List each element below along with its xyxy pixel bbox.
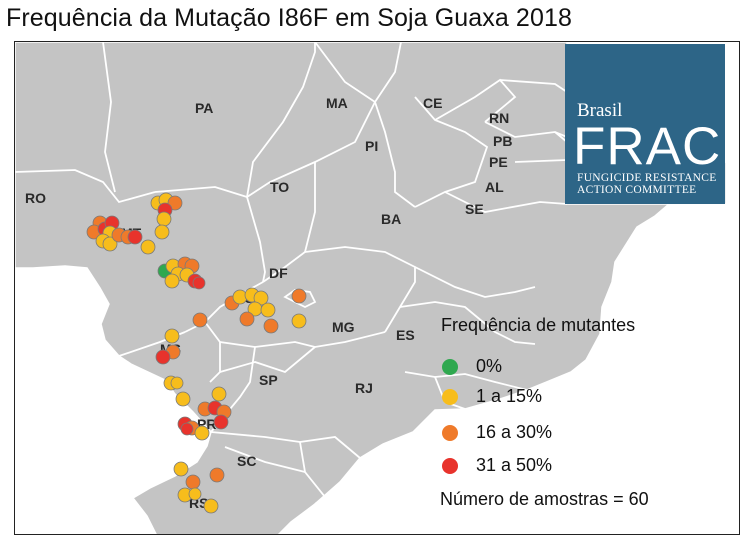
legend-label: 1 a 15% xyxy=(476,386,543,406)
sample-point xyxy=(239,311,255,327)
state-label-sc: SC xyxy=(237,453,256,469)
legend-title: Frequência de mutantes xyxy=(441,315,636,335)
state-label-es: ES xyxy=(396,327,415,343)
state-label-ba: BA xyxy=(381,211,401,227)
sample-point xyxy=(185,474,201,490)
sample-point xyxy=(291,313,307,329)
brazil-map: PA MA CE RN PB PE AL SE PI RO MT TO BA D… xyxy=(15,42,727,534)
state-label-ma: MA xyxy=(326,95,348,111)
state-label-to: TO xyxy=(270,179,289,195)
state-label-ce: CE xyxy=(423,95,442,111)
state-label-pa: PA xyxy=(195,100,213,116)
sample-point xyxy=(170,376,184,390)
sample-point xyxy=(173,461,189,477)
state-label-al: AL xyxy=(485,179,504,195)
sample-point xyxy=(209,467,225,483)
sample-point xyxy=(102,236,118,252)
state-label-pi: PI xyxy=(365,138,378,154)
frac-logo-brasil: Brasil xyxy=(577,100,623,121)
sample-point xyxy=(140,239,156,255)
legend-swatch-red xyxy=(442,458,458,474)
sample-point xyxy=(175,391,191,407)
sample-point xyxy=(203,498,219,514)
sample-point xyxy=(156,211,172,227)
state-label-rj: RJ xyxy=(355,380,373,396)
legend-swatch-yellow xyxy=(442,389,458,405)
state-label-df: DF xyxy=(269,265,288,281)
state-labels: PA MA CE RN PB PE AL SE PI RO MT TO BA D… xyxy=(25,95,512,511)
sample-point xyxy=(155,349,171,365)
sample-point xyxy=(188,487,202,501)
legend-label: 0% xyxy=(476,356,503,376)
frac-logo-subtitle: FUNGICIDE RESISTANCE ACTION COMMITTEE xyxy=(577,172,717,196)
sample-point xyxy=(194,425,210,441)
sample-point xyxy=(164,273,180,289)
sample-count: Número de amostras = 60 xyxy=(440,489,649,509)
legend-swatch-green xyxy=(442,359,458,375)
map-title: Frequência da Mutação I86F em Soja Guaxa… xyxy=(6,4,572,32)
frac-logo-name: FRAC xyxy=(573,117,722,176)
legend-swatch-orange xyxy=(442,425,458,441)
legend-label: 31 a 50% xyxy=(476,455,553,475)
sample-point xyxy=(213,414,229,430)
map-legend: Frequência de mutantes 0% 1 a 15% 16 a 3… xyxy=(440,315,730,509)
legend-label: 16 a 30% xyxy=(476,422,553,442)
sample-point xyxy=(192,276,206,290)
state-label-mg: MG xyxy=(332,319,355,335)
frac-logo-subtitle-line2: ACTION COMMITTEE xyxy=(577,184,697,196)
state-label-pe: PE xyxy=(489,154,508,170)
sample-point xyxy=(211,386,227,402)
state-label-pb: PB xyxy=(493,133,512,149)
state-label-rn: RN xyxy=(489,110,509,126)
sample-point xyxy=(260,302,276,318)
state-label-sp: SP xyxy=(259,372,278,388)
sample-point xyxy=(180,422,194,436)
frac-logo: Brasil FRAC FUNGICIDE RESISTANCE ACTION … xyxy=(565,44,725,204)
sample-point xyxy=(291,288,307,304)
sample-point xyxy=(164,328,180,344)
sample-point xyxy=(154,224,170,240)
sample-point xyxy=(192,312,208,328)
frac-logo-subtitle-line1: FUNGICIDE RESISTANCE xyxy=(577,172,717,184)
sample-point xyxy=(263,318,279,334)
sample-point xyxy=(127,229,143,245)
sample-points xyxy=(86,192,307,514)
state-label-se: SE xyxy=(465,201,484,217)
state-label-ro: RO xyxy=(25,190,46,206)
